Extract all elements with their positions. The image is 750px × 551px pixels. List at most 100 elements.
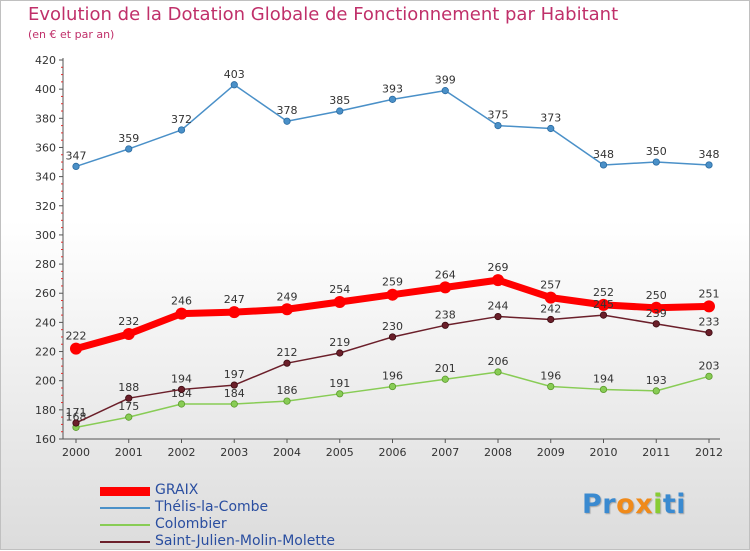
data-label: 393 (382, 82, 403, 95)
data-label: 196 (382, 370, 403, 383)
y-tick-label: 280 (35, 258, 56, 271)
y-tick-label: 380 (35, 112, 56, 125)
x-tick-label: 2005 (326, 446, 354, 459)
data-point (177, 400, 186, 408)
legend-label: Saint-Julien-Molin-Molette (155, 533, 335, 549)
data-label: 196 (540, 370, 561, 383)
x-tick-label: 2010 (590, 446, 618, 459)
data-point (228, 306, 241, 319)
data-label: 347 (66, 149, 87, 162)
data-point (705, 372, 713, 380)
data-label: 239 (646, 307, 667, 320)
data-point (230, 400, 238, 408)
logo-letter: i (653, 489, 663, 520)
y-tick-label: 220 (35, 346, 56, 359)
data-label: 249 (277, 290, 298, 303)
data-point (547, 315, 555, 324)
y-tick-label: 200 (35, 375, 56, 388)
data-label: 246 (171, 295, 192, 308)
y-tick-label: 360 (35, 141, 56, 154)
data-point (125, 394, 133, 402)
data-point (336, 107, 344, 115)
data-label: 247 (224, 293, 245, 306)
chart-series: 222 232 246 247 249 254 259 264 269 257 252 250 251 3… (66, 68, 720, 431)
data-point (494, 312, 502, 321)
series-0: 222 232 246 247 249 254 259 264 269 257 252 250 251 (66, 261, 720, 355)
logo-letter: t (662, 489, 677, 520)
data-label: 378 (277, 104, 298, 117)
data-label: 254 (329, 283, 350, 296)
data-point (177, 385, 186, 394)
legend-swatch (100, 541, 150, 543)
data-label: 399 (435, 74, 456, 87)
data-label: 348 (699, 148, 720, 161)
data-label: 385 (329, 94, 350, 107)
data-label: 350 (646, 145, 667, 158)
data-point (547, 124, 555, 133)
data-point (388, 382, 397, 391)
data-label: 193 (646, 374, 667, 387)
data-point (177, 126, 186, 134)
data-label: 257 (540, 279, 561, 292)
x-tick-label: 2011 (642, 446, 670, 459)
data-point (441, 375, 449, 383)
data-point (650, 301, 663, 314)
legend-label: GRAIX (155, 482, 199, 498)
data-label: 359 (118, 132, 139, 145)
data-point (230, 81, 238, 89)
x-tick-label: 2012 (695, 446, 723, 459)
y-tick-label: 400 (35, 83, 56, 96)
x-tick-label: 2002 (168, 446, 196, 459)
x-tick-label: 2008 (484, 446, 512, 459)
data-point (492, 274, 504, 287)
data-label: 245 (593, 298, 614, 311)
data-label: 348 (593, 148, 614, 161)
data-point (388, 333, 397, 341)
data-label: 232 (118, 315, 139, 328)
data-point (597, 298, 610, 311)
data-label: 372 (171, 113, 192, 126)
data-point (599, 385, 608, 394)
logo-letter: x (635, 489, 654, 520)
logo-letter: i (676, 489, 687, 520)
data-label: 186 (277, 384, 298, 397)
data-label: 373 (540, 112, 561, 125)
data-point (336, 349, 344, 357)
data-label: 238 (435, 308, 456, 321)
data-label: 259 (382, 276, 403, 289)
chart-axes: 160 180 200 220 240 260 280 300 320 340 360 380 400 4… (35, 54, 723, 459)
data-point (125, 413, 133, 421)
y-tick-label: 180 (35, 404, 56, 417)
data-label: 230 (382, 320, 403, 333)
x-tick-label: 2001 (115, 446, 143, 459)
data-label: 194 (171, 372, 192, 385)
data-point (652, 158, 660, 166)
y-tick-label: 420 (35, 54, 56, 67)
data-label: 206 (488, 355, 509, 368)
data-point (333, 295, 346, 308)
y-tick-label: 260 (35, 287, 56, 300)
chart-subtitle: (en € et par an) (28, 28, 115, 41)
legend-swatch (100, 524, 150, 526)
data-point (336, 390, 344, 398)
data-point (386, 288, 399, 301)
data-label: 188 (118, 381, 139, 394)
x-tick-label: 2004 (273, 446, 301, 459)
data-label: 201 (435, 362, 456, 375)
data-label: 191 (329, 377, 350, 390)
data-point (283, 397, 291, 405)
data-point (125, 145, 133, 153)
data-point (599, 311, 608, 319)
data-label: 171 (66, 406, 87, 419)
chart-title: Evolution de la Dotation Globale de Fonc… (28, 4, 619, 25)
x-tick-label: 2000 (62, 446, 90, 459)
data-point (230, 381, 238, 389)
data-label: 244 (488, 300, 509, 313)
legend-label: Colombier (155, 516, 227, 532)
data-point (175, 307, 188, 320)
logo-letter: o (616, 489, 636, 520)
x-tick-label: 2007 (431, 446, 459, 459)
data-point (544, 291, 557, 304)
